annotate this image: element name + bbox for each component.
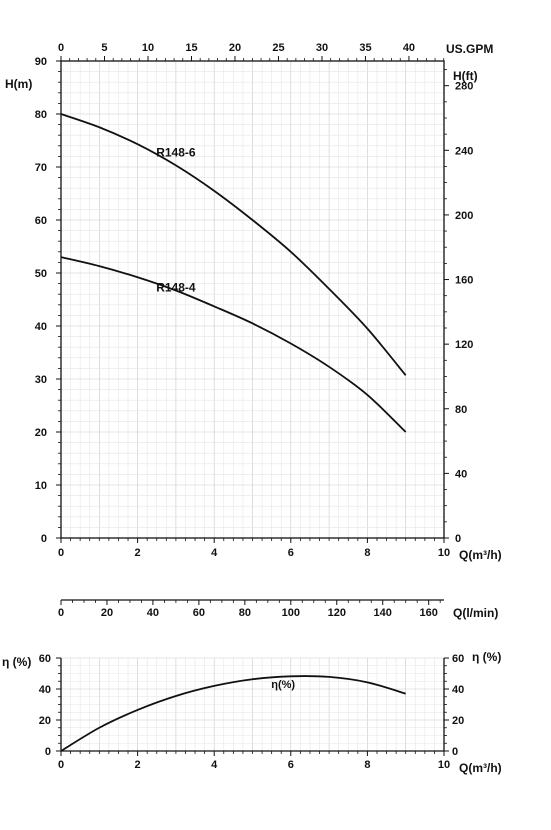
eff-y-right-axis-label: η (%)	[472, 650, 501, 664]
y-tick-label: 0	[41, 533, 47, 545]
eff-y-right-tick-label: 60	[452, 653, 464, 665]
lpm-tick-label: 80	[239, 607, 251, 619]
x-top-tick-label: 0	[58, 42, 64, 54]
x-tick-label: 8	[364, 547, 370, 559]
lpm-tick-label: 20	[101, 607, 113, 619]
eff-x-tick-label: 2	[135, 759, 141, 771]
head-curves: R148-6 R148-4	[60, 113, 407, 433]
y-right-tick-label: 240	[455, 145, 473, 157]
x-top-tick-label: 25	[272, 42, 284, 54]
head-curve-r148-4	[60, 256, 407, 433]
y-right-tick-label: 120	[455, 339, 473, 351]
x-tick-label: 4	[211, 547, 218, 559]
efficiency-grid	[60, 657, 445, 752]
y-tick-label: 50	[35, 268, 47, 280]
lpm-axis-label: Q(l/min)	[453, 606, 498, 620]
series-label: η(%)	[271, 679, 295, 691]
eff-y-right-tick-label: 20	[452, 715, 464, 727]
series-label: R148-4	[156, 281, 196, 295]
y-right-tick-label: 40	[455, 468, 467, 480]
head-ticks: 0102030405060708090040801201602002402800…	[35, 42, 474, 559]
lpm-tick-label: 60	[193, 607, 205, 619]
y-axis-label: H(m)	[5, 77, 32, 91]
lpm-tick-label: 100	[282, 607, 300, 619]
eff-x-tick-label: 6	[288, 759, 294, 771]
eff-x-axis-label: Q(m³/h)	[459, 761, 502, 775]
y-right-tick-label: 160	[455, 275, 473, 287]
y-tick-label: 80	[35, 109, 47, 121]
efficiency-curves: η(%)	[60, 675, 406, 752]
y-right-tick-label: 80	[455, 404, 467, 416]
x-tick-label: 2	[135, 547, 141, 559]
efficiency-labels: η (%) η (%) Q(m³/h)	[2, 650, 502, 775]
x-tick-label: 6	[288, 547, 294, 559]
eff-y-tick-label: 60	[39, 653, 51, 665]
efficiency-curve	[60, 675, 406, 752]
y-right-tick-label: 200	[455, 210, 473, 222]
y-tick-label: 60	[35, 215, 47, 227]
lpm-tick-label: 0	[58, 607, 64, 619]
eff-y-tick-label: 20	[39, 715, 51, 727]
x-top-tick-label: 35	[359, 42, 371, 54]
x-top-tick-label: 15	[185, 42, 197, 54]
eff-x-tick-label: 8	[364, 759, 370, 771]
x-tick-label: 0	[58, 547, 64, 559]
x-top-tick-label: 10	[142, 42, 154, 54]
x-top-tick-label: 40	[403, 42, 415, 54]
lpm-axis: 0 20 40 60 80 100 120 140 160 Q(l/min)	[58, 599, 498, 620]
lpm-tick-label: 40	[147, 607, 159, 619]
x-tick-label: 10	[438, 547, 450, 559]
eff-y-tick-label: 0	[45, 746, 51, 758]
y-tick-label: 20	[35, 427, 47, 439]
x-top-tick-label: 5	[101, 42, 107, 54]
lpm-tick-label: 160	[419, 607, 437, 619]
eff-x-tick-label: 4	[211, 759, 218, 771]
x-top-tick-label: 30	[316, 42, 328, 54]
eff-y-tick-label: 40	[39, 684, 51, 696]
series-label: R148-6	[156, 145, 196, 159]
eff-y-right-tick-label: 0	[452, 746, 458, 758]
y-tick-label: 30	[35, 374, 47, 386]
x-top-tick-label: 20	[229, 42, 241, 54]
y-tick-label: 90	[35, 56, 47, 68]
y-tick-label: 10	[35, 480, 47, 492]
head-labels: H(m) H(ft) US.GPM Q(m³/h)	[5, 42, 502, 562]
y-right-axis-label: H(ft)	[453, 69, 478, 83]
eff-x-tick-label: 0	[58, 759, 64, 771]
x-top-axis-label: US.GPM	[446, 42, 493, 56]
y-right-tick-label: 0	[455, 533, 461, 545]
head-grid	[60, 60, 445, 539]
eff-y-axis-label: η (%)	[2, 655, 31, 669]
eff-x-tick-label: 10	[438, 759, 450, 771]
eff-y-right-tick-label: 40	[452, 684, 464, 696]
lpm-tick-label: 120	[328, 607, 346, 619]
y-tick-label: 70	[35, 162, 47, 174]
head-chart: 0102030405060708090040801201602002402800…	[5, 42, 502, 562]
head-curve-r148-6	[60, 113, 407, 376]
lpm-tick-label: 140	[374, 607, 392, 619]
y-right-tick-label: 280	[455, 81, 473, 93]
y-tick-label: 40	[35, 321, 47, 333]
x-axis-label: Q(m³/h)	[459, 548, 502, 562]
